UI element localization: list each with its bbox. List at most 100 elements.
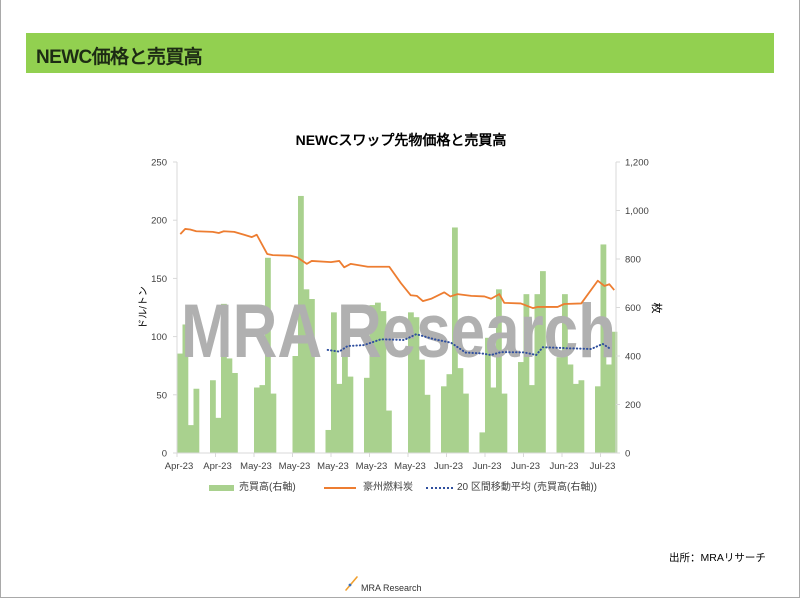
volume-bar (215, 417, 222, 453)
y-axis-title: ドル/トン (138, 286, 150, 329)
volume-bar (342, 332, 348, 453)
y2-tick-label: 400 (625, 352, 641, 363)
volume-bar (369, 305, 376, 453)
y2-tick-label: 200 (625, 400, 641, 411)
price-line (179, 228, 615, 309)
legend-label: 豪州燃料炭 (363, 482, 413, 493)
y2-tick-label: 1,000 (625, 206, 649, 217)
volume-bar (496, 289, 502, 453)
volume-bar (479, 432, 486, 453)
volume-bar (408, 312, 414, 453)
header-bar: NEWC価格と売買高 (26, 33, 774, 73)
footer-logo-text: MRA Research (361, 583, 422, 593)
volume-bar (413, 317, 420, 453)
volume-bar (259, 385, 266, 453)
volume-bar (325, 429, 332, 453)
volume-bar (518, 362, 524, 453)
chart-legend: 売買高(右軸) 豪州燃料炭 20 区間移動平均 (売買高(右軸)) (1, 481, 800, 495)
volume-bar (380, 311, 387, 453)
volume-bar (182, 324, 189, 453)
volume-bar (375, 302, 381, 453)
y-tick-label: 150 (151, 274, 167, 285)
volume-bar (556, 357, 563, 453)
volume-bar (177, 353, 183, 453)
volume-bar (578, 380, 585, 453)
volume-bar (567, 364, 574, 453)
y-tick-label: 250 (151, 158, 167, 169)
volume-bar (265, 257, 271, 453)
volume-bar (452, 227, 458, 453)
x-tick-label: May-23 (394, 461, 426, 472)
volume-bar (309, 299, 315, 453)
volume-bar (573, 383, 579, 453)
x-tick-label: May-23 (317, 461, 349, 472)
legend-label: 売買高(右軸) (239, 482, 296, 493)
source-note: 出所：MRAリサーチ (669, 552, 766, 564)
volume-bar (193, 388, 200, 453)
x-tick-label: May-23 (279, 461, 311, 472)
x-tick-label: Jul-23 (590, 461, 616, 472)
volume-bar (419, 359, 425, 453)
chart-title: NEWCスワップ先物価格と売買高 (295, 132, 507, 148)
page-title: NEWC価格と売買高 (36, 47, 203, 68)
y2-tick-label: 800 (625, 255, 641, 266)
volume-bar (540, 271, 546, 454)
volume-bar (210, 380, 216, 453)
x-tick-label: May-23 (356, 461, 388, 472)
volume-bar (336, 383, 343, 453)
volume-bar (534, 294, 541, 453)
x-tick-label: Jun-23 (549, 461, 578, 472)
y2-axis-title: 枚 (650, 302, 662, 314)
volume-bar (457, 368, 464, 454)
volume-bar (331, 312, 337, 453)
volume-bar (595, 386, 601, 453)
volume-bar (446, 374, 453, 453)
volume-bar (490, 387, 497, 453)
y2-tick-label: 1,200 (625, 158, 649, 169)
volume-bar (226, 358, 233, 453)
volume-bar (424, 394, 431, 453)
x-tick-label: Jun-23 (434, 461, 463, 472)
volume-bar (188, 425, 194, 453)
legend-line-swatch-icon (324, 487, 356, 489)
y-tick-label: 100 (151, 332, 167, 343)
y-tick-label: 200 (151, 216, 167, 227)
volume-bar (606, 364, 612, 453)
x-tick-label: Jun-23 (472, 461, 501, 472)
y-tick-label: 50 (156, 390, 167, 401)
y2-tick-label: 600 (625, 303, 641, 314)
volume-bar (463, 393, 469, 453)
volume-bar (254, 387, 260, 453)
y2-tick-label: 0 (625, 449, 630, 460)
moving-average-line (326, 333, 612, 357)
x-tick-label: May-23 (240, 461, 272, 472)
volume-bar (303, 289, 310, 453)
legend-bar-swatch-icon (209, 485, 234, 491)
volume-bar (562, 294, 568, 453)
volume-bar (298, 195, 304, 453)
volume-bar (600, 244, 607, 453)
volume-bar (386, 410, 392, 453)
legend-dotted-swatch-icon (426, 487, 453, 489)
mra-logo-icon (343, 576, 358, 594)
volume-bar (364, 377, 370, 453)
volume-bar (523, 294, 530, 453)
y-tick-label: 0 (162, 449, 167, 460)
volume-bar (232, 372, 238, 453)
volume-bar (485, 337, 491, 453)
x-tick-label: Apr-23 (203, 461, 232, 472)
volume-bar (501, 393, 508, 453)
volume-bar (441, 386, 447, 453)
volume-bar (529, 385, 535, 453)
volume-bar (292, 356, 299, 453)
volume-bar (270, 393, 277, 453)
watermark-text: MRA Research (181, 289, 616, 374)
x-tick-label: Jun-23 (511, 461, 540, 472)
volume-bar (347, 376, 354, 453)
x-tick-label: Apr-23 (165, 461, 194, 472)
legend-label: 20 区間移動平均 (売買高(右軸)) (457, 482, 597, 493)
volume-bar (221, 303, 227, 453)
volume-bar (611, 331, 618, 453)
